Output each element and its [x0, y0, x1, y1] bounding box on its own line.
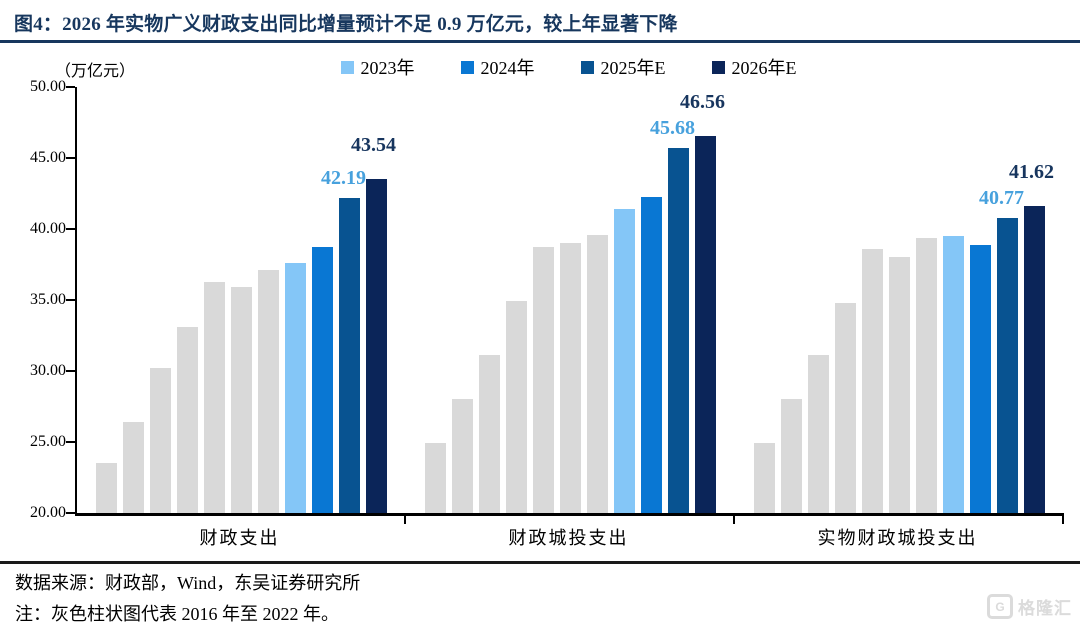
- legend-swatch-icon: [460, 60, 474, 74]
- y-tick-label: 50.00: [30, 78, 66, 95]
- bar-2023: [284, 263, 306, 513]
- y-tick-mark: [66, 370, 75, 372]
- bar-2026e: [365, 178, 387, 513]
- x-axis-labels: 财政支出 财政城投支出 实物财政城投支出: [75, 524, 1062, 550]
- gelonghui-logo-icon: G: [987, 594, 1013, 619]
- x-tick-mark: [404, 516, 406, 524]
- legend-item: 2023年: [340, 54, 415, 80]
- chart-title: 图4：2026 年实物广义财政支出同比增量预计不足 0.9 万亿元，较上年显著下…: [14, 14, 678, 35]
- footer-divider: [0, 561, 1080, 564]
- y-tick-label: 35.00: [30, 291, 66, 308]
- gelonghui-watermark: G 格隆汇: [987, 594, 1072, 619]
- bar-gray: [559, 243, 581, 513]
- bar-gray: [780, 399, 802, 513]
- bar-2024: [969, 244, 991, 513]
- x-axis-category-label: 财政城投支出: [508, 528, 629, 548]
- source-text: 数据来源：财政部，Wind，东吴证券研究所: [15, 573, 361, 593]
- legend-item: 2024年: [460, 54, 535, 80]
- y-tick-mark: [66, 228, 75, 230]
- value-label-2025e: 45.68: [649, 117, 695, 140]
- bar-gray: [149, 368, 171, 513]
- bar-gray: [176, 326, 198, 513]
- y-tick-mark: [66, 441, 75, 443]
- bar-gray: [230, 287, 252, 513]
- legend: 2023年 2024年 2025年E 2026年E: [75, 54, 1062, 80]
- bar-gray: [424, 443, 446, 513]
- y-tick-mark: [66, 157, 75, 159]
- bar-gray: [532, 247, 554, 513]
- bar-2026e: [1023, 206, 1045, 513]
- bar-gray: [861, 248, 883, 513]
- value-label-2026e: 46.56: [679, 90, 725, 113]
- bar-gray: [478, 355, 500, 513]
- bar-group: 42.19 43.54: [77, 87, 406, 513]
- bar-2026e: [694, 135, 716, 513]
- bar-2025e: [667, 148, 689, 513]
- x-tick-mark: [1062, 516, 1064, 524]
- bar-group: 40.77 41.62: [735, 87, 1064, 513]
- bar-gray: [586, 234, 608, 513]
- y-tick-label: 30.00: [30, 362, 66, 379]
- legend-label: 2023年: [360, 58, 415, 78]
- x-axis-category-label: 财政支出: [199, 528, 280, 548]
- y-axis-unit-label: （万亿元）: [55, 63, 136, 80]
- y-tick-label: 25.00: [30, 433, 66, 450]
- bar-gray: [257, 270, 279, 513]
- value-label-2025e: 40.77: [978, 187, 1024, 210]
- watermark-label: 格隆汇: [1018, 599, 1072, 618]
- bar-group: 45.68 46.56: [406, 87, 735, 513]
- bar-2023: [613, 209, 635, 513]
- legend-label: 2024年: [480, 58, 535, 78]
- y-tick-mark: [66, 512, 75, 514]
- bar-gray: [505, 301, 527, 513]
- x-tick-mark: [733, 516, 735, 524]
- bar-2023: [942, 236, 964, 513]
- legend-swatch-icon: [580, 60, 594, 74]
- value-label-2026e: 41.62: [1008, 161, 1054, 183]
- bar-gray: [915, 237, 937, 513]
- y-tick-mark: [66, 299, 75, 301]
- value-label-2026e: 43.54: [350, 133, 396, 156]
- bar-2025e: [338, 197, 360, 513]
- bar-gray: [203, 281, 225, 513]
- value-label-2025e: 42.19: [320, 166, 366, 189]
- bar-gray: [122, 422, 144, 513]
- y-tick-label: 40.00: [30, 220, 66, 237]
- title-divider: [0, 40, 1080, 43]
- bar-2025e: [996, 218, 1018, 513]
- legend-item: 2026年E: [711, 54, 797, 80]
- legend-item: 2025年E: [580, 54, 666, 80]
- legend-label: 2025年E: [600, 58, 666, 78]
- x-axis-category-label: 实物财政城投支出: [817, 528, 978, 548]
- legend-swatch-icon: [711, 60, 725, 74]
- y-tick-label: 45.00: [30, 149, 66, 166]
- legend-swatch-icon: [340, 60, 354, 74]
- y-tick-mark: [66, 86, 75, 88]
- plot-area: 42.19 43.54 45.68 46.56 40.77 41.62: [75, 87, 1064, 516]
- legend-label: 2026年E: [731, 58, 797, 78]
- bar-2024: [311, 247, 333, 513]
- bar-gray: [753, 443, 775, 513]
- note-text: 注：灰色柱状图代表 2016 年至 2022 年。: [15, 604, 339, 624]
- y-tick-label: 20.00: [30, 504, 66, 521]
- bar-gray: [95, 463, 117, 513]
- bar-gray: [451, 399, 473, 513]
- bar-2024: [640, 197, 662, 513]
- bar-gray: [888, 257, 910, 513]
- bar-gray: [834, 302, 856, 513]
- bar-gray: [807, 355, 829, 513]
